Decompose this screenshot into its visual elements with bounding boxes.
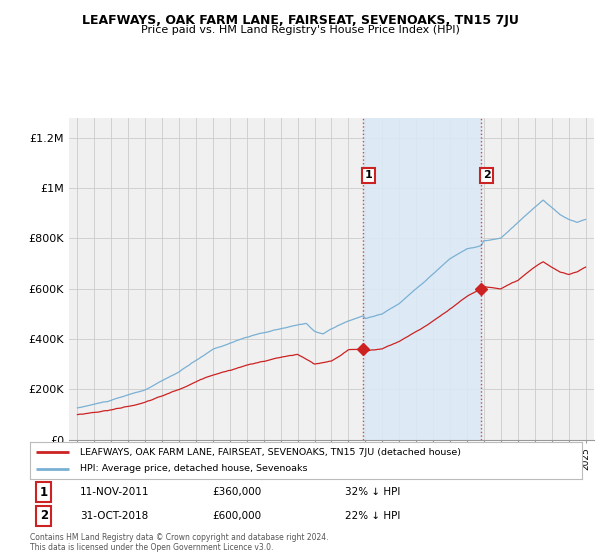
Bar <box>363 118 481 440</box>
Text: 32% ↓ HPI: 32% ↓ HPI <box>344 487 400 497</box>
Text: 1: 1 <box>365 170 373 180</box>
Text: 2: 2 <box>40 510 48 522</box>
Text: 31-OCT-2018: 31-OCT-2018 <box>80 511 148 521</box>
Text: Contains HM Land Registry data © Crown copyright and database right 2024.: Contains HM Land Registry data © Crown c… <box>30 533 329 542</box>
Text: 11-NOV-2011: 11-NOV-2011 <box>80 487 149 497</box>
Text: 2: 2 <box>483 170 490 180</box>
Text: LEAFWAYS, OAK FARM LANE, FAIRSEAT, SEVENOAKS, TN15 7JU (detached house): LEAFWAYS, OAK FARM LANE, FAIRSEAT, SEVEN… <box>80 448 461 457</box>
Text: Price paid vs. HM Land Registry's House Price Index (HPI): Price paid vs. HM Land Registry's House … <box>140 25 460 35</box>
Text: LEAFWAYS, OAK FARM LANE, FAIRSEAT, SEVENOAKS, TN15 7JU: LEAFWAYS, OAK FARM LANE, FAIRSEAT, SEVEN… <box>82 14 518 27</box>
Text: 22% ↓ HPI: 22% ↓ HPI <box>344 511 400 521</box>
Text: This data is licensed under the Open Government Licence v3.0.: This data is licensed under the Open Gov… <box>30 543 274 552</box>
Text: £360,000: £360,000 <box>212 487 262 497</box>
Text: HPI: Average price, detached house, Sevenoaks: HPI: Average price, detached house, Seve… <box>80 464 307 473</box>
Text: £600,000: £600,000 <box>212 511 261 521</box>
Text: 1: 1 <box>40 486 48 498</box>
